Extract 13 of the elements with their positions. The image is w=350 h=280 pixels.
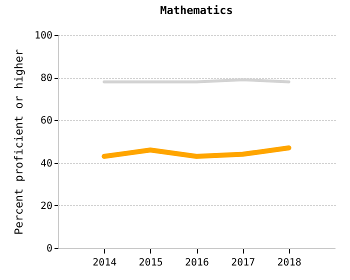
x-tick-label: 2014: [92, 258, 117, 268]
y-tick-label: 0: [46, 244, 52, 254]
y-tick-label: 60: [40, 116, 52, 127]
x-tick-label: 2016: [184, 258, 210, 268]
y-tick-label: 80: [40, 73, 52, 84]
y-tick-label: 40: [40, 158, 52, 170]
y-axis-title: Percent proficient or higher: [12, 48, 26, 235]
y-tick-label: 100: [34, 30, 52, 42]
x-tick-label: 2017: [231, 258, 256, 268]
x-tick-label: 2018: [277, 258, 302, 268]
y-tick-label: 20: [40, 200, 52, 212]
x-tick-label: 2015: [138, 258, 163, 268]
chart-title: Mathematics: [160, 4, 233, 17]
